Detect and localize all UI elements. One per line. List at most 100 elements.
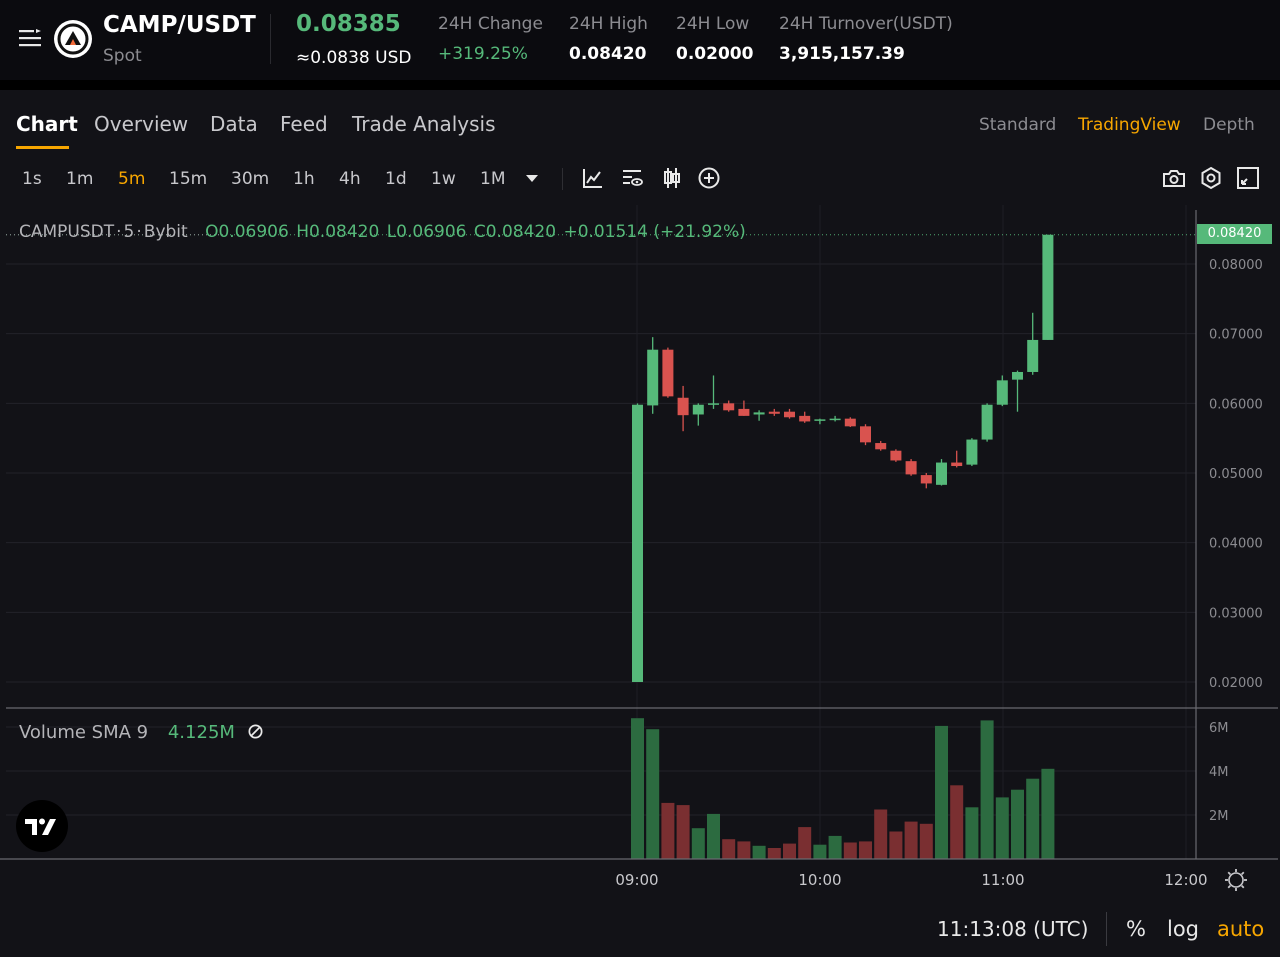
tab-feed[interactable]: Feed bbox=[280, 112, 328, 136]
timeframe-1s[interactable]: 1s bbox=[22, 169, 42, 189]
stat-value-24h-change: +319.25% bbox=[438, 44, 528, 64]
volume-bar bbox=[646, 729, 660, 859]
settings-icon[interactable] bbox=[1199, 166, 1223, 190]
candle-body bbox=[920, 475, 932, 484]
candle-body bbox=[829, 418, 841, 421]
tab-data[interactable]: Data bbox=[210, 112, 258, 136]
indicators-icon[interactable] bbox=[620, 166, 644, 190]
volume-bar bbox=[889, 831, 903, 859]
footer-divider bbox=[1106, 912, 1107, 946]
candle-body bbox=[905, 461, 917, 475]
gear-tooth bbox=[1241, 885, 1245, 889]
gear-tooth bbox=[1227, 885, 1231, 889]
price-tick-label: 0.05000 bbox=[1209, 467, 1263, 482]
volume-legend: Volume SMA 9 4.125M bbox=[19, 722, 264, 743]
candle-style-icon[interactable] bbox=[660, 166, 684, 190]
timeframe-1d[interactable]: 1d bbox=[385, 169, 407, 189]
toolbar-divider bbox=[562, 168, 563, 190]
candle-body bbox=[753, 412, 765, 415]
volume-bar bbox=[752, 845, 766, 859]
timeframe-30m[interactable]: 30m bbox=[231, 169, 270, 189]
volume-bar bbox=[843, 842, 857, 859]
volume-label: Volume SMA 9 bbox=[19, 722, 149, 743]
camp-logo bbox=[54, 20, 92, 58]
auto-scale-button[interactable]: auto bbox=[1217, 917, 1265, 941]
candle-body bbox=[799, 415, 811, 422]
utc-clock: 11:13:08 (UTC) bbox=[937, 917, 1089, 941]
legend-close: C0.08420 bbox=[473, 222, 557, 242]
hide-indicator-icon[interactable] bbox=[247, 723, 264, 740]
log-scale-button[interactable]: log bbox=[1167, 917, 1200, 941]
view-depth[interactable]: Depth bbox=[1203, 115, 1255, 135]
stat-value-24h-turnover: 3,915,157.39 bbox=[779, 44, 905, 64]
timeframe-15m[interactable]: 15m bbox=[169, 169, 208, 189]
timeframe-1w[interactable]: 1w bbox=[431, 169, 456, 189]
time-axis-settings-icon[interactable] bbox=[1225, 869, 1247, 891]
last-price: 0.08385 bbox=[296, 11, 401, 37]
candle-body bbox=[662, 349, 674, 397]
volume-bar bbox=[737, 841, 751, 859]
timeframe-4h[interactable]: 4h bbox=[339, 169, 361, 189]
timeframe-1m[interactable]: 1m bbox=[66, 169, 94, 189]
volume-bar bbox=[859, 841, 872, 859]
usd-price: ≈0.0838 USD bbox=[296, 48, 412, 68]
volume-bar bbox=[1041, 768, 1055, 859]
candle-body bbox=[860, 426, 871, 443]
timeframe-dropdown-icon[interactable] bbox=[520, 166, 544, 190]
time-tick-label: 11:00 bbox=[981, 871, 1024, 889]
header-gap bbox=[0, 80, 1280, 90]
tab-chart[interactable]: Chart bbox=[16, 112, 78, 136]
legend-low: L0.06906 bbox=[386, 222, 467, 242]
candle-body bbox=[1012, 371, 1023, 380]
volume-bar bbox=[919, 823, 933, 859]
candle-body bbox=[708, 403, 719, 405]
view-standard[interactable]: Standard bbox=[979, 115, 1057, 135]
fullscreen-icon[interactable] bbox=[1236, 166, 1260, 190]
candle-body bbox=[677, 397, 689, 416]
active-tab-indicator bbox=[16, 146, 69, 149]
legend-exchange: Bybit bbox=[143, 222, 188, 242]
timeframe-1M[interactable]: 1M bbox=[480, 169, 506, 189]
tab-overview[interactable]: Overview bbox=[94, 112, 189, 136]
candle-body bbox=[632, 404, 643, 682]
tradingview-logo[interactable] bbox=[16, 800, 68, 852]
volume-bar bbox=[904, 821, 918, 859]
volume-bar bbox=[874, 809, 888, 859]
percent-scale-button[interactable]: % bbox=[1126, 917, 1146, 941]
time-tick-label: 09:00 bbox=[615, 871, 658, 889]
ticker-header: CAMP/USDT Spot 0.08385 ≈0.0838 USD 24H C… bbox=[0, 0, 1280, 80]
legend-interval: 5 bbox=[123, 222, 135, 242]
candle-body bbox=[723, 403, 735, 411]
volume-bar bbox=[813, 844, 827, 859]
trading-pair[interactable]: CAMP/USDT bbox=[103, 12, 256, 38]
volume-bar bbox=[661, 802, 675, 859]
volume-bar bbox=[965, 807, 979, 859]
legend-open: O0.06906 bbox=[205, 222, 289, 242]
camera-icon[interactable] bbox=[1162, 166, 1186, 190]
view-tradingview[interactable]: TradingView bbox=[1078, 115, 1181, 135]
volume-tick-label: 6M bbox=[1209, 721, 1229, 736]
candle-body bbox=[814, 419, 826, 421]
volume-bar bbox=[798, 827, 812, 859]
price-chart[interactable]: 0.08000 0.07000 0.06000 0.05000 0.04000 0.030… bbox=[0, 205, 1280, 957]
volume-bar bbox=[631, 718, 644, 859]
chart-type-icon[interactable] bbox=[581, 166, 605, 190]
price-tick-label: 0.04000 bbox=[1209, 537, 1263, 552]
timeframe-5m[interactable]: 5m bbox=[118, 169, 146, 189]
stat-label-24h-change: 24H Change bbox=[438, 14, 543, 34]
gear-tooth bbox=[1241, 871, 1245, 875]
menu-icon[interactable] bbox=[18, 26, 42, 50]
legend-change: +0.01514 (+21.92%) bbox=[563, 222, 746, 242]
candle-body bbox=[966, 439, 978, 465]
price-tick-label: 0.06000 bbox=[1209, 397, 1263, 412]
volume-bar bbox=[676, 805, 690, 859]
candle-body bbox=[936, 462, 947, 485]
price-tick-label: 0.02000 bbox=[1209, 676, 1263, 691]
gear-ring bbox=[1228, 872, 1244, 888]
timeframe-1h[interactable]: 1h bbox=[293, 169, 315, 189]
time-tick-label: 10:00 bbox=[798, 871, 841, 889]
add-icon[interactable] bbox=[697, 166, 721, 190]
stat-label-24h-turnover: 24H Turnover(USDT) bbox=[779, 14, 953, 34]
tab-trade-analysis[interactable]: Trade Analysis bbox=[352, 112, 496, 136]
candle-body bbox=[768, 411, 780, 414]
